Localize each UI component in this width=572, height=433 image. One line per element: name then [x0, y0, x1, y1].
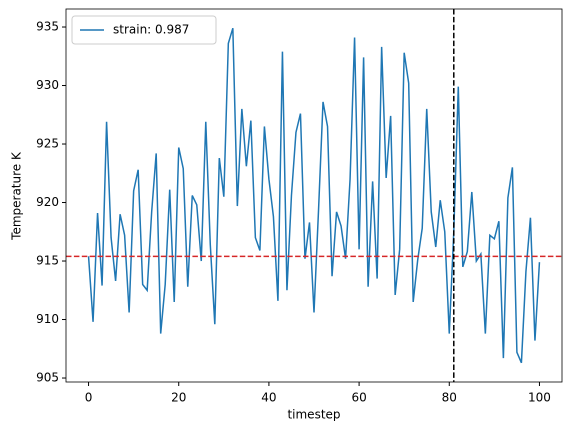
y-tick-label: 910	[36, 312, 59, 326]
x-tick-label: 60	[351, 391, 366, 405]
data-line	[87, 27, 541, 364]
y-tick-label: 920	[36, 195, 59, 209]
x-tick-label: 80	[442, 391, 457, 405]
legend-box	[71, 15, 217, 45]
y-tick-label: 935	[36, 20, 59, 34]
x-tick-label: 40	[261, 391, 276, 405]
plot-frame	[65, 8, 563, 383]
x-tick-label: 100	[528, 391, 551, 405]
y-tick-label: 925	[36, 137, 59, 151]
x-tick-label: 20	[171, 391, 186, 405]
x-tick-label: 0	[85, 391, 93, 405]
legend-label: strain: 0.987	[113, 23, 189, 37]
y-tick-label: 915	[36, 254, 59, 268]
y-tick-label: 905	[36, 371, 59, 385]
y-tick-label: 930	[36, 78, 59, 92]
y-axis-label: Temperature K	[10, 151, 24, 241]
x-axis-label: timestep	[287, 408, 340, 422]
